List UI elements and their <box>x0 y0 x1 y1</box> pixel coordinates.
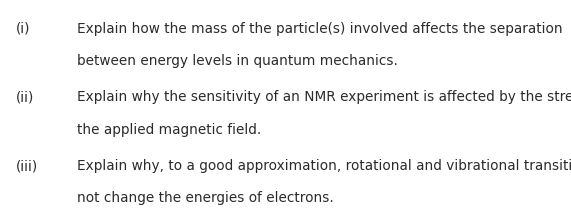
Text: Explain how the mass of the particle(s) involved affects the separation: Explain how the mass of the particle(s) … <box>77 22 562 36</box>
Text: (iii): (iii) <box>16 159 38 173</box>
Text: Explain why the sensitivity of an NMR experiment is affected by the strength of: Explain why the sensitivity of an NMR ex… <box>77 90 571 104</box>
Text: between energy levels in quantum mechanics.: between energy levels in quantum mechani… <box>77 54 398 68</box>
Text: (ii): (ii) <box>16 90 34 104</box>
Text: not change the energies of electrons.: not change the energies of electrons. <box>77 191 334 205</box>
Text: Explain why, to a good approximation, rotational and vibrational transitions do: Explain why, to a good approximation, ro… <box>77 159 571 173</box>
Text: the applied magnetic field.: the applied magnetic field. <box>77 123 262 137</box>
Text: (i): (i) <box>16 22 30 36</box>
